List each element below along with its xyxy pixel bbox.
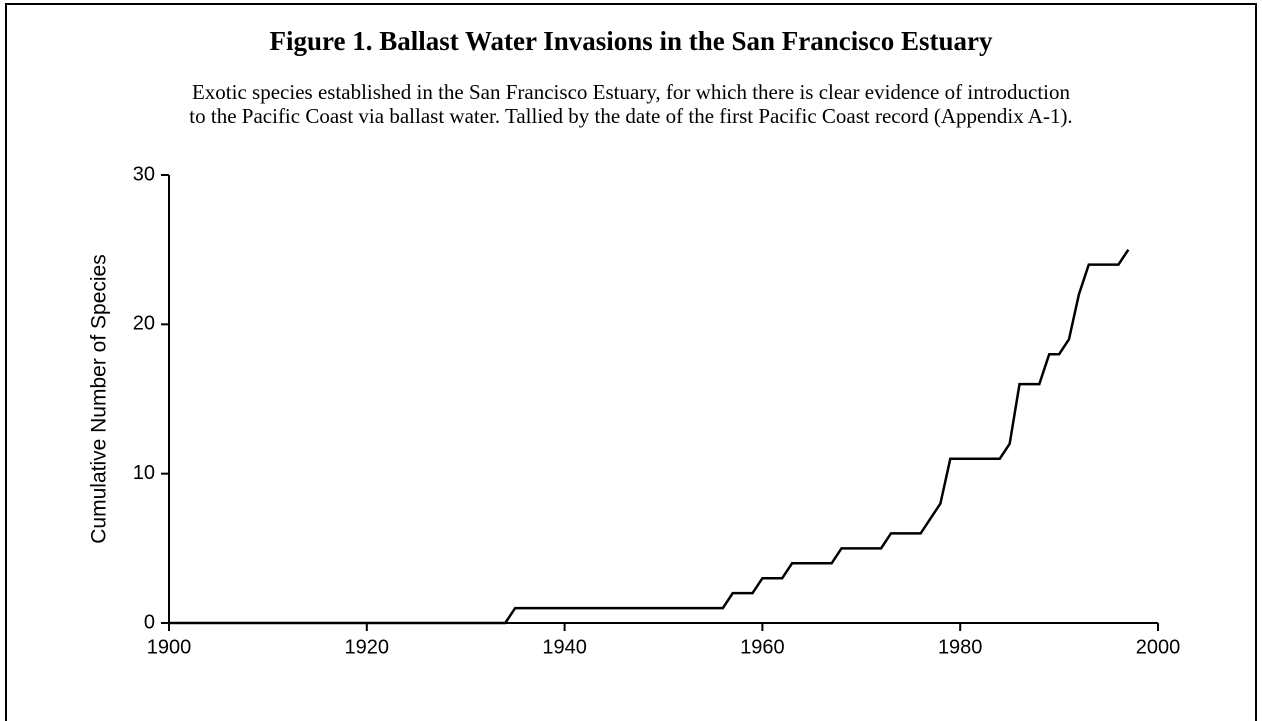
subtitle: Exotic species established in the San Fr…: [192, 80, 1071, 104]
y-tick-label: 30: [133, 163, 155, 185]
y-axis-label: Cumulative Number of Species: [88, 254, 111, 543]
x-tick-label: 1960: [740, 636, 785, 658]
x-tick-label: 2000: [1136, 636, 1181, 658]
chart-title: Figure 1. Ballast Water Invasions in the…: [269, 26, 993, 56]
x-tick-label: 1920: [345, 636, 390, 658]
subtitle: to the Pacific Coast via ballast water. …: [189, 104, 1072, 128]
frame: [5, 3, 1257, 721]
y-tick-label: 0: [144, 611, 155, 633]
y-tick-label: 10: [133, 462, 155, 484]
x-tick-label: 1980: [938, 636, 983, 658]
x-tick-label: 1940: [542, 636, 587, 658]
data-line: [169, 248, 1130, 625]
x-tick-label: 1900: [147, 636, 192, 658]
y-tick-label: 20: [133, 313, 155, 335]
